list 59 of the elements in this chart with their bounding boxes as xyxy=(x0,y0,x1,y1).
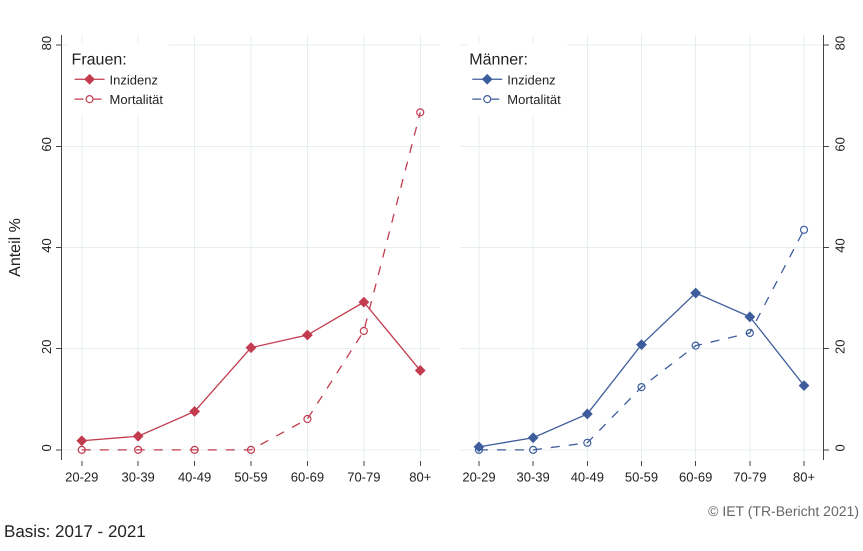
y-tick-label: 80 xyxy=(832,36,848,50)
x-tick-label: 20-29 xyxy=(462,470,496,485)
legend-title: Männer: xyxy=(469,51,528,68)
point xyxy=(78,446,86,454)
point xyxy=(134,446,142,454)
y-axis-title: Anteil % xyxy=(7,218,24,277)
point xyxy=(360,326,368,336)
point xyxy=(636,339,647,350)
y-tick-label: 0 xyxy=(38,444,54,452)
point xyxy=(798,380,810,391)
y-tick-label: 80 xyxy=(38,36,54,50)
x-tick-label: 20-29 xyxy=(65,470,98,485)
y-tick-label: 60 xyxy=(832,137,848,152)
point xyxy=(246,446,256,454)
point xyxy=(189,406,200,417)
x-tick-label: 70-79 xyxy=(347,470,380,485)
point xyxy=(583,438,592,447)
text: Basis: 2017 - 2021 xyxy=(4,522,146,542)
point xyxy=(746,328,754,338)
x-tick-label: 40-49 xyxy=(570,470,604,485)
legend-label: Mortalität xyxy=(110,92,164,108)
point xyxy=(76,436,87,446)
point xyxy=(582,408,592,420)
y-tick-label: 20 xyxy=(38,340,54,354)
y-tick-label: 40 xyxy=(38,238,54,253)
x-tick-label: 80+ xyxy=(793,470,816,485)
point xyxy=(744,312,756,322)
y-tick-label: 20 xyxy=(832,340,848,354)
legend-label: Mortalität xyxy=(507,92,562,108)
point xyxy=(529,446,538,454)
point xyxy=(637,383,646,392)
x-tick-label: 60-69 xyxy=(290,470,324,485)
point xyxy=(415,365,426,376)
point xyxy=(528,432,538,443)
x-tick-label: 40-49 xyxy=(178,470,212,485)
point xyxy=(133,431,144,442)
point xyxy=(358,296,369,308)
y-tick-label: 0 xyxy=(832,444,848,452)
x-tick-label: 60-69 xyxy=(679,470,712,485)
y-tick-label: 40 xyxy=(832,238,848,253)
x-tick-label: 80+ xyxy=(409,470,432,485)
point xyxy=(692,342,700,350)
legend-label: Inzidenz xyxy=(507,72,556,88)
legend-title: Frauen: xyxy=(72,51,127,68)
text: © IET (TR-Bericht 2021) xyxy=(708,503,859,519)
x-tick-label: 30-39 xyxy=(122,470,155,485)
y-tick-label: 60 xyxy=(38,137,54,152)
point xyxy=(190,446,199,454)
point xyxy=(302,330,313,340)
point xyxy=(246,342,256,353)
x-tick-label: 50-59 xyxy=(624,470,658,485)
point xyxy=(690,288,701,298)
x-tick-label: 30-39 xyxy=(516,470,550,485)
point xyxy=(416,108,424,117)
x-tick-label: 70-79 xyxy=(733,470,766,485)
point xyxy=(303,414,312,424)
legend-label: Inzidenz xyxy=(110,72,158,88)
x-tick-label: 50-59 xyxy=(234,470,268,485)
point xyxy=(800,226,808,234)
